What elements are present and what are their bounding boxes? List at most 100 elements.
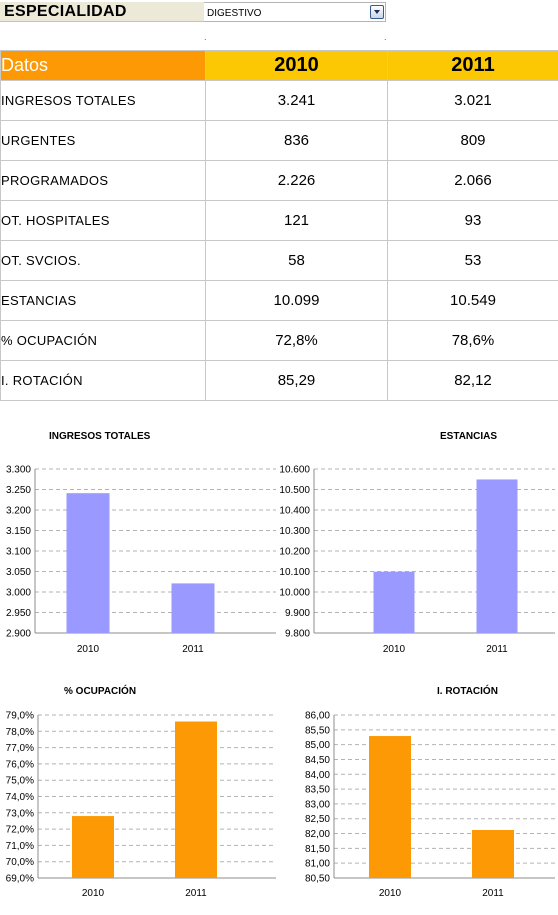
row-value: 836 [206,121,388,161]
y-tick-label: 82,50 [305,814,330,825]
y-tick-label: 10.600 [279,465,310,476]
chevron-down-icon[interactable] [370,5,384,19]
bar [67,493,110,633]
specialty-selector-label: ESPECIALIDAD [0,2,204,22]
row-value: 85,29 [206,361,388,401]
chart-svg: 2.9002.9503.0003.0503.1003.1503.2003.250… [0,425,279,660]
chart-svg: 9.800 9.900 10.000 10.100 10.200 10.300 10.400… [279,425,558,660]
y-tick-label: 3.250 [6,485,31,496]
chart-estancias: ESTANCIAS 9.800 9.900 10.000 10.100 10.200 10… [279,425,558,660]
y-tick-label: 75,0% [6,776,34,787]
x-tick-label: 2010 [82,888,105,899]
y-tick-label: 74,0% [6,792,34,803]
row-value: 3.241 [206,81,388,121]
chart-svg: 69,0% 70,0% 71,0% 72,0% 73,0% 74,0% 75,0% 76,0%… [0,680,279,910]
y-tick-label: 72,0% [6,825,34,836]
row-label: I. ROTACIÓN [1,361,206,401]
y-tick-label: 69,0% [6,874,34,885]
bar [369,736,411,878]
bar [477,479,518,633]
y-tick-label: 81,00 [305,859,330,870]
y-tick-label: 10.100 [279,567,310,578]
y-tick-label: 3.100 [6,547,31,558]
chart-ocupacion: % OCUPACIÓN 69,0% 70,0% 71,0% 72,0% 73,0% 74,… [0,680,279,910]
row-label: URGENTES [1,121,206,161]
y-tick-label: 3.000 [6,588,31,599]
y-tick-label: 2.900 [6,629,31,640]
y-tick-label: 3.150 [6,526,31,537]
y-tick-label: 78,0% [6,727,34,738]
y-tick-label: 85,50 [305,725,330,736]
row-value: 809 [388,121,558,161]
y-tick-label: 80,50 [305,874,330,885]
y-tick-label: 81,50 [305,844,330,855]
specialty-dropdown-value: DIGESTIVO [207,8,261,19]
bar [374,572,415,633]
chart-title: ESTANCIAS [440,431,497,442]
y-tick-label: 85,00 [305,740,330,751]
y-tick-label: 71,0% [6,841,34,852]
y-tick-label: 2.950 [6,608,31,619]
row-value: 58 [206,241,388,281]
chart-svg: 80,50 81,00 81,50 82,00 82,50 83,00 83,50 84,00… [279,680,558,910]
row-value: 10.549 [388,281,558,321]
chart-ingresos-totales: INGRESOS TOTALES 2.900 2.950 3.000 3.050 3.1… [0,425,279,660]
x-tick-label: 2010 [379,888,402,899]
y-tick-label: 9.800 [285,629,310,640]
y-tick-label: 70,0% [6,857,34,868]
y-tick-label: 77,0% [6,743,34,754]
specialty-dropdown[interactable]: DIGESTIVO [204,2,386,22]
cell-marker: . [384,33,387,42]
row-value: 72,8% [206,321,388,361]
table-header-label: Datos [1,51,206,81]
row-label: OT. HOSPITALES [1,201,206,241]
x-tick-label: 2011 [185,888,207,899]
row-value: 2.066 [388,161,558,201]
y-tick-label: 10.300 [279,526,310,537]
y-tick-label: 76,0% [6,759,34,770]
row-value: 82,12 [388,361,558,401]
row-value: 121 [206,201,388,241]
y-tick-label: 73,0% [6,808,34,819]
y-tick-label: 83,00 [305,799,330,810]
y-tick-label: 84,00 [305,770,330,781]
table-header-year: 2010 [206,51,388,81]
y-tick-label: 3.050 [6,567,31,578]
y-tick-label: 10.400 [279,506,310,517]
y-tick-label: 10.500 [279,485,310,496]
x-tick-label: 2011 [486,644,508,655]
y-tick-label: 82,00 [305,829,330,840]
row-value: 53 [388,241,558,281]
chart-title: I. ROTACIÓN [437,686,498,697]
x-tick-label: 2010 [77,644,100,655]
row-value: 78,6% [388,321,558,361]
row-label: PROGRAMADOS [1,161,206,201]
bar [72,816,114,878]
chart-title: INGRESOS TOTALES [49,431,150,442]
row-value: 10.099 [206,281,388,321]
bar [472,830,514,878]
row-label: OT. SVCIOS. [1,241,206,281]
x-tick-label: 2011 [182,644,204,655]
row-label: ESTANCIAS [1,281,206,321]
row-value: 2.226 [206,161,388,201]
table-header-year: 2011 [388,51,558,81]
table-header-row: Datos 2010 2011 [1,51,558,81]
bar [175,722,217,878]
y-tick-label: 10.200 [279,547,310,558]
y-tick-label: 3.300 [6,465,31,476]
y-tick-label: 83,50 [305,785,330,796]
chart-title: % OCUPACIÓN [64,686,136,697]
y-tick-label: 9.900 [285,608,310,619]
y-tick-label: 84,50 [305,755,330,766]
x-tick-label: 2011 [482,888,504,899]
y-tick-label: 10.000 [279,588,310,599]
chart-rotacion: I. ROTACIÓN 80,50 81,00 81,50 82,00 82,50 83,… [279,680,558,910]
